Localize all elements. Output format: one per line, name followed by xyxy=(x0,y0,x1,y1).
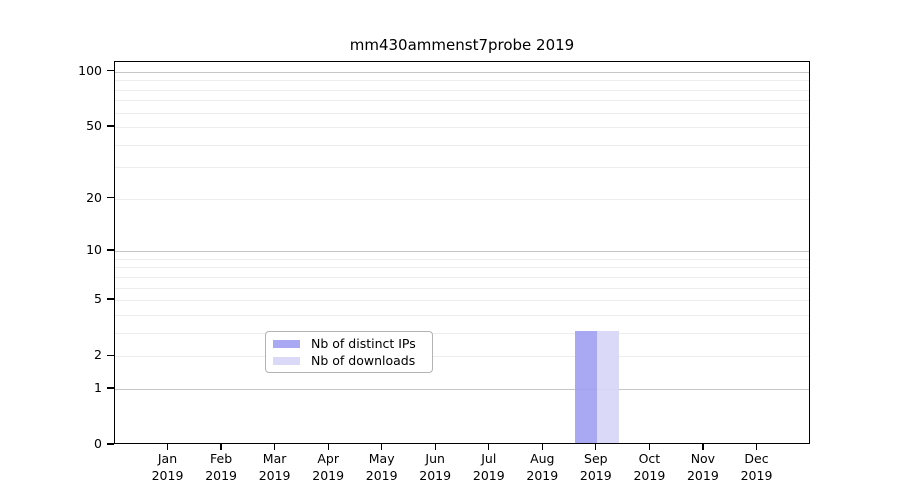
y-tick-10 xyxy=(107,249,114,251)
x-tick-label-nov: Nov 2019 xyxy=(671,451,735,484)
gridline-minor-3 xyxy=(115,332,809,334)
x-tick-month-jul: Jul xyxy=(481,451,497,466)
y-tick-label-100: 100 xyxy=(78,62,102,78)
legend-label-distinct-ips: Nb of distinct IPs xyxy=(311,336,416,351)
x-tick-label-jul: Jul 2019 xyxy=(457,451,521,484)
x-tick-year-jan: 2019 xyxy=(151,467,184,483)
bar-downloads-sep xyxy=(596,330,619,443)
x-tick-label-feb: Feb 2019 xyxy=(189,451,253,484)
x-tick-month-mar: Mar xyxy=(262,451,287,466)
plot-area xyxy=(114,61,810,444)
y-tick-label-1: 1 xyxy=(94,379,102,395)
x-tick-month-oct: Oct xyxy=(638,451,661,466)
gridline-minor-7 xyxy=(115,276,809,278)
y-tick-label-5: 5 xyxy=(94,291,102,307)
x-tick-jun xyxy=(434,444,436,450)
gridline-minor-2 xyxy=(115,356,809,358)
gridline-minor-50 xyxy=(115,127,809,128)
x-tick-month-feb: Feb xyxy=(210,451,233,466)
x-tick-month-nov: Nov xyxy=(690,451,716,466)
y-tick-label-20: 20 xyxy=(86,189,102,205)
x-tick-month-dec: Dec xyxy=(744,451,769,466)
legend-label-downloads: Nb of downloads xyxy=(311,353,416,368)
gridline-minor-90 xyxy=(115,80,809,82)
y-tick-0 xyxy=(107,443,114,445)
gridline-minor-60 xyxy=(115,112,809,114)
x-tick-jul xyxy=(488,444,490,450)
x-tick-year-dec: 2019 xyxy=(740,467,773,483)
y-tick-label-50: 50 xyxy=(86,118,102,133)
x-tick-year-feb: 2019 xyxy=(205,467,237,483)
x-tick-year-sep: 2019 xyxy=(579,467,612,483)
x-tick-jan xyxy=(166,444,169,450)
x-tick-label-may: May 2019 xyxy=(350,451,414,484)
x-tick-year-apr: 2019 xyxy=(312,467,345,483)
legend-swatch-distinct-ips xyxy=(273,339,300,348)
gridline-minor-20 xyxy=(115,198,809,200)
x-tick-label-aug: Aug 2019 xyxy=(510,451,574,484)
x-tick-month-jun: Jun xyxy=(425,451,445,466)
gridline-major-100 xyxy=(115,71,809,73)
chart-title: mm430ammenst7probe 2019 xyxy=(349,36,575,54)
x-tick-year-mar: 2019 xyxy=(258,467,291,483)
x-tick-year-jun: 2019 xyxy=(419,467,452,483)
x-tick-aug xyxy=(541,444,543,450)
x-tick-month-may: May xyxy=(368,451,395,466)
bar-distinct-ips-sep xyxy=(574,330,597,443)
gridline-major-10 xyxy=(115,251,809,253)
gridline-minor-4 xyxy=(115,314,809,316)
legend-item-distinct-ips: Nb of distinct IPs xyxy=(273,337,424,350)
y-tick-label-2: 2 xyxy=(94,347,102,363)
gridline-minor-5 xyxy=(115,300,809,302)
gridline-major-1 xyxy=(115,388,809,390)
gridline-minor-6 xyxy=(115,287,809,289)
x-tick-year-jul: 2019 xyxy=(472,467,505,483)
gridline-minor-8 xyxy=(115,267,809,269)
y-tick-label-0: 0 xyxy=(94,436,102,451)
gridline-minor-30 xyxy=(115,167,809,169)
x-tick-month-aug: Aug xyxy=(530,451,555,466)
gridline-minor-80 xyxy=(115,89,809,91)
x-tick-label-jun: Jun 2019 xyxy=(403,451,467,484)
x-tick-dec xyxy=(755,444,758,450)
legend: Nb of distinct IPs Nb of downloads xyxy=(265,331,433,373)
y-tick-100 xyxy=(107,70,114,72)
x-tick-label-oct: Oct 2019 xyxy=(617,451,681,484)
x-tick-oct xyxy=(648,444,651,450)
x-tick-label-sep: Sep 2019 xyxy=(564,451,628,484)
legend-item-downloads: Nb of downloads xyxy=(273,354,424,367)
x-tick-label-jan: Jan 2019 xyxy=(136,451,200,484)
x-tick-may xyxy=(381,444,383,450)
x-tick-apr xyxy=(327,444,329,450)
x-tick-year-aug: 2019 xyxy=(526,467,559,483)
y-tick-2 xyxy=(107,354,114,356)
y-tick-label-10: 10 xyxy=(86,242,102,258)
legend-swatch-downloads xyxy=(273,356,300,365)
x-tick-year-oct: 2019 xyxy=(633,467,666,483)
x-tick-month-jan: Jan xyxy=(157,451,178,466)
y-tick-5 xyxy=(107,298,114,300)
x-tick-year-may: 2019 xyxy=(365,467,398,483)
x-tick-label-mar: Mar 2019 xyxy=(243,451,307,484)
y-tick-20 xyxy=(107,197,114,199)
y-tick-50 xyxy=(107,125,114,127)
x-tick-sep xyxy=(595,444,597,450)
gridline-minor-70 xyxy=(115,100,809,102)
x-tick-mar xyxy=(273,444,276,450)
gridline-minor-40 xyxy=(115,144,809,146)
y-tick-1 xyxy=(107,387,114,389)
x-tick-month-apr: Apr xyxy=(317,451,339,466)
x-tick-label-apr: Apr 2019 xyxy=(296,451,360,484)
x-tick-year-nov: 2019 xyxy=(686,467,719,483)
x-tick-nov xyxy=(702,444,704,450)
x-tick-feb xyxy=(220,444,222,450)
x-tick-label-dec: Dec 2019 xyxy=(725,451,789,484)
x-tick-month-sep: Sep xyxy=(584,451,608,466)
gridline-minor-9 xyxy=(115,258,809,260)
